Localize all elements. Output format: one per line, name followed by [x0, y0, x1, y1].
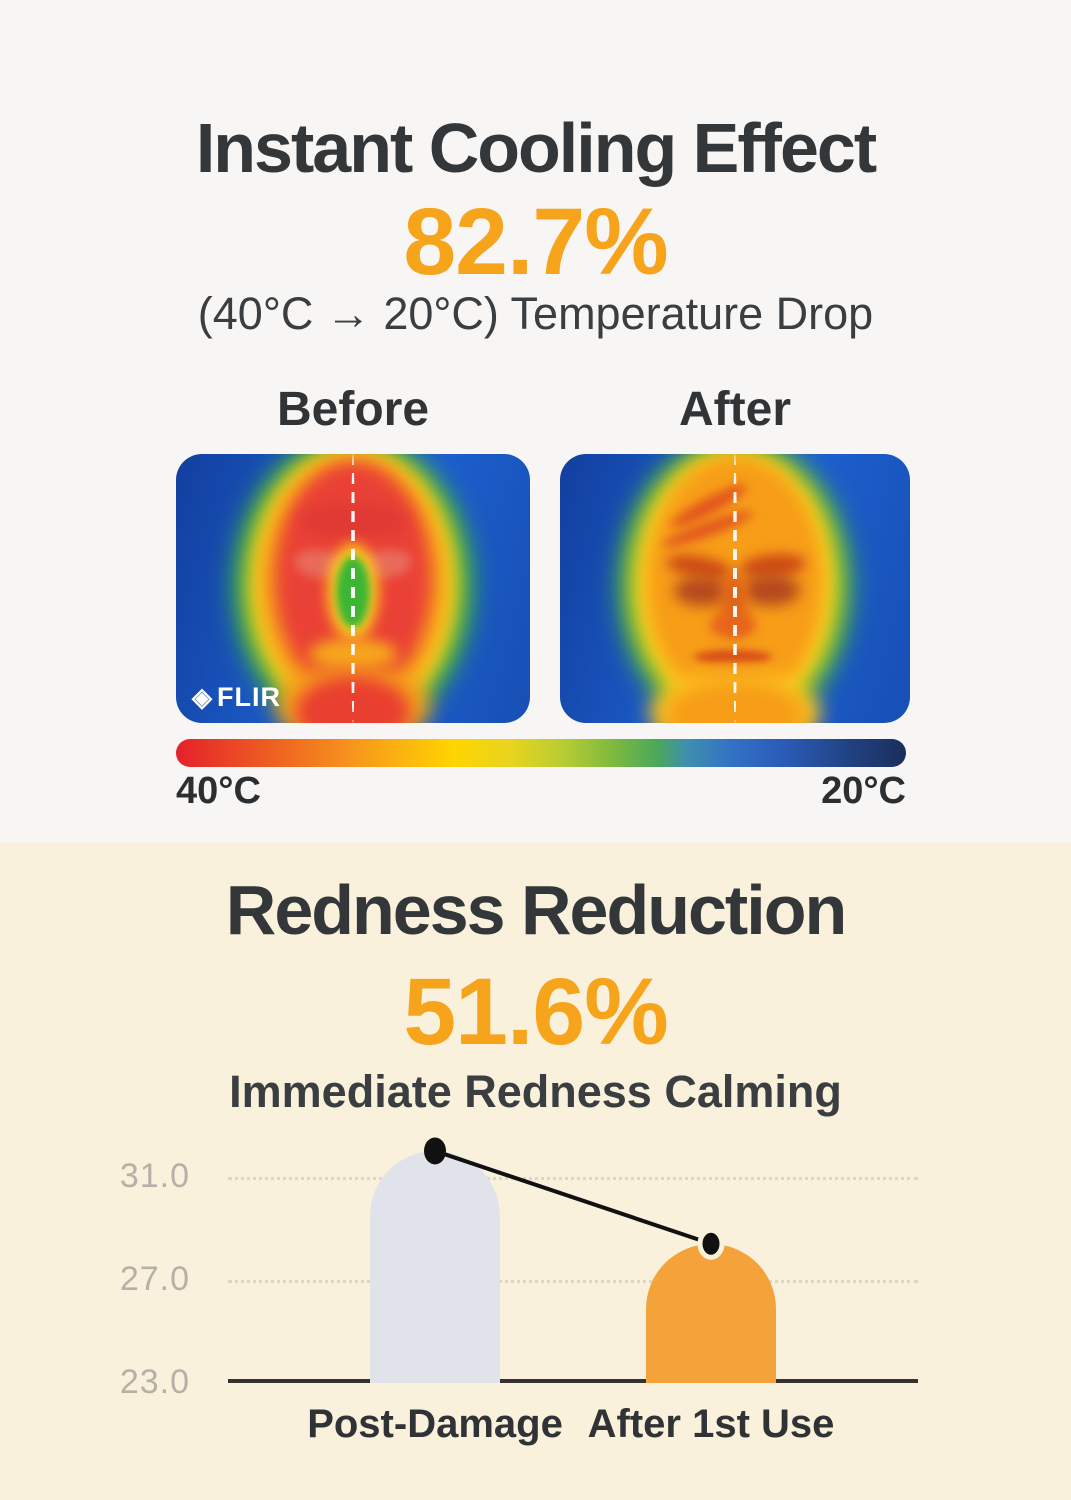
- flir-logo: FLIR: [192, 682, 281, 713]
- cooling-subtitle: (40°C → 20°C) Temperature Drop: [197, 288, 874, 339]
- y-axis-tick-label: 23.0: [119, 1363, 190, 1401]
- bar-after-1st-use: [646, 1243, 776, 1383]
- after-label: After: [678, 383, 791, 436]
- redness-percentage: 51.6%: [403, 959, 668, 1065]
- flir-logo-text: FLIR: [217, 682, 281, 712]
- trend-connector: [424, 1137, 725, 1260]
- thermal-image-after: [560, 454, 910, 723]
- gridline: [228, 1176, 918, 1180]
- face-heat-layer: [742, 574, 800, 606]
- thermal-image-before: FLIR: [176, 454, 530, 723]
- symmetry-dashed-line: [733, 454, 737, 723]
- x-axis-category-label: Post-Damage: [307, 1402, 563, 1446]
- redness-subtitle: Immediate Redness Calming: [229, 1066, 842, 1117]
- symmetry-dashed-line: [351, 454, 355, 723]
- data-point-dot: [697, 1227, 725, 1260]
- cooling-percentage: 82.7%: [403, 189, 668, 295]
- scale-label-hot: 40°C: [176, 770, 261, 812]
- scale-label-cold: 20°C: [821, 770, 906, 812]
- chart-x-axis: Post-Damage After 1st Use: [228, 1402, 918, 1452]
- redness-section: [0, 843, 1071, 1500]
- connector-line: [434, 1149, 712, 1246]
- flir-diamond-icon: [192, 682, 213, 713]
- cooling-section: Instant Cooling Effect 82.7% (40°C → 20°…: [0, 0, 1071, 843]
- bar-post-damage: [370, 1150, 500, 1383]
- gridline: [228, 1279, 918, 1283]
- before-label: Before: [276, 383, 430, 436]
- y-axis-tick-label: 27.0: [119, 1259, 190, 1298]
- data-point-dot: [424, 1137, 446, 1165]
- chart-plot: [228, 1120, 918, 1383]
- cooling-title: Instant Cooling Effect: [195, 109, 877, 187]
- redness-title: Redness Reduction: [225, 871, 847, 949]
- x-axis-category-label: After 1st Use: [587, 1402, 835, 1446]
- chart-y-axis: 31.0 27.0 23.0: [96, 1120, 190, 1401]
- y-axis-tick-label: 31.0: [119, 1156, 190, 1195]
- temperature-gradient-bar: [176, 739, 906, 767]
